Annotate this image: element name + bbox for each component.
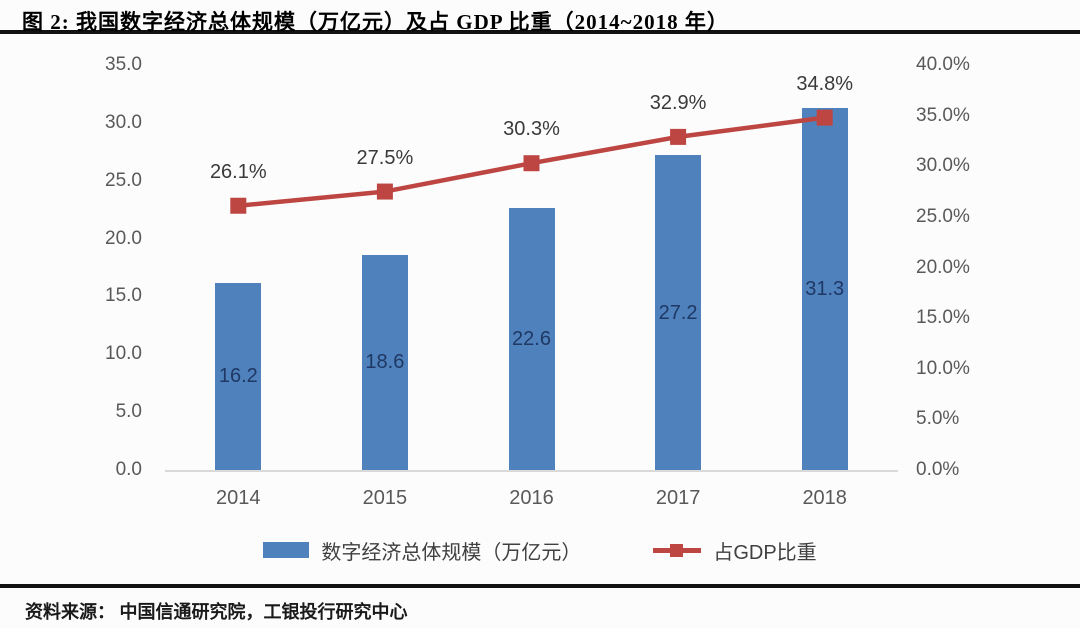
x-axis-label-2015: 2015 — [362, 487, 408, 509]
legend-item-bar-series: 数字经济总体规模（万亿元） — [263, 536, 581, 565]
bar-value-label-2016: 22.6 — [512, 328, 551, 351]
y-axis-right-tick: 35.0% — [916, 104, 970, 126]
line-marker-2017 — [670, 128, 687, 145]
source-label: 资料来源： — [25, 602, 115, 622]
y-axis-left-tick: 30.0 — [105, 111, 142, 133]
x-axis-label-2018: 2018 — [802, 487, 847, 509]
y-axis-left-tick: 5.0 — [115, 401, 142, 423]
y-axis-left-tick: 0.0 — [115, 459, 142, 480]
x-axis-label-2014: 2014 — [216, 487, 261, 509]
bar-value-label-2014: 16.2 — [218, 365, 258, 388]
bar-series-swatch-icon — [263, 542, 310, 558]
figure-header: 图 2: 我国数字经济总体规模（万亿元）及占 GDP 比重（2014~2018 … — [0, 0, 1080, 34]
line-value-label-2017: 32.9% — [649, 91, 707, 114]
bar-2014 — [215, 282, 262, 470]
y-axis-right-tick: 10.0% — [916, 357, 970, 379]
figure-footer: 资料来源： 中国信通研究院，工银投行研究中心 — [0, 584, 1080, 628]
y-axis-left-tick: 10.0 — [105, 343, 142, 365]
bar-value-label-2017: 27.2 — [658, 301, 698, 324]
line-marker-2015 — [376, 183, 393, 200]
y-axis-right-tick: 15.0% — [916, 307, 970, 329]
line-marker-2014 — [230, 197, 247, 214]
y-axis-right-tick: 40.0% — [916, 54, 970, 75]
y-axis-right-tick: 20.0% — [916, 256, 970, 278]
bar-value-label-2018: 31.3 — [805, 277, 845, 300]
y-axis-right-tick: 0.0% — [916, 459, 960, 480]
y-axis-left-tick: 15.0 — [105, 285, 142, 307]
legend: 数字经济总体规模（万亿元） 占GDP比重 — [0, 535, 1080, 565]
legend-label-line-series: 占GDP比重 — [713, 541, 817, 564]
legend-item-line-series: 占GDP比重 — [653, 536, 817, 565]
bar-value-label-2015: 18.6 — [365, 351, 405, 374]
y-axis-right-tick: 25.0% — [916, 205, 970, 227]
y-axis-left-tick: 35.0 — [105, 54, 142, 75]
line-swatch-marker — [670, 543, 684, 557]
y-axis-right-tick: 30.0% — [916, 155, 970, 177]
x-axis-line — [165, 470, 898, 472]
x-axis-label-2017: 2017 — [655, 487, 701, 509]
figure-title: 图 2: 我国数字经济总体规模（万亿元）及占 GDP 比重（2014~2018 … — [22, 10, 729, 34]
line-value-label-2018: 34.8% — [796, 72, 854, 95]
x-axis-label-2016: 2016 — [509, 487, 554, 509]
source-line: 资料来源： 中国信通研究院，工银投行研究中心 — [25, 598, 408, 624]
line-series-swatch-icon — [653, 543, 702, 558]
y-axis-left-tick: 20.0 — [105, 227, 142, 249]
line-value-label-2016: 30.3% — [503, 118, 560, 141]
bar-2016 — [508, 208, 555, 470]
bar-2015 — [361, 254, 408, 470]
y-axis-left-tick: 25.0 — [105, 169, 142, 191]
line-value-label-2014: 26.1% — [209, 160, 267, 183]
legend-label-bar-series: 数字经济总体规模（万亿元） — [321, 541, 582, 564]
line-value-label-2015: 27.5% — [356, 146, 414, 169]
source-text: 中国信通研究院，工银投行研究中心 — [119, 602, 408, 622]
line-marker-2016 — [523, 155, 540, 172]
y-axis-right-tick: 5.0% — [916, 408, 960, 430]
